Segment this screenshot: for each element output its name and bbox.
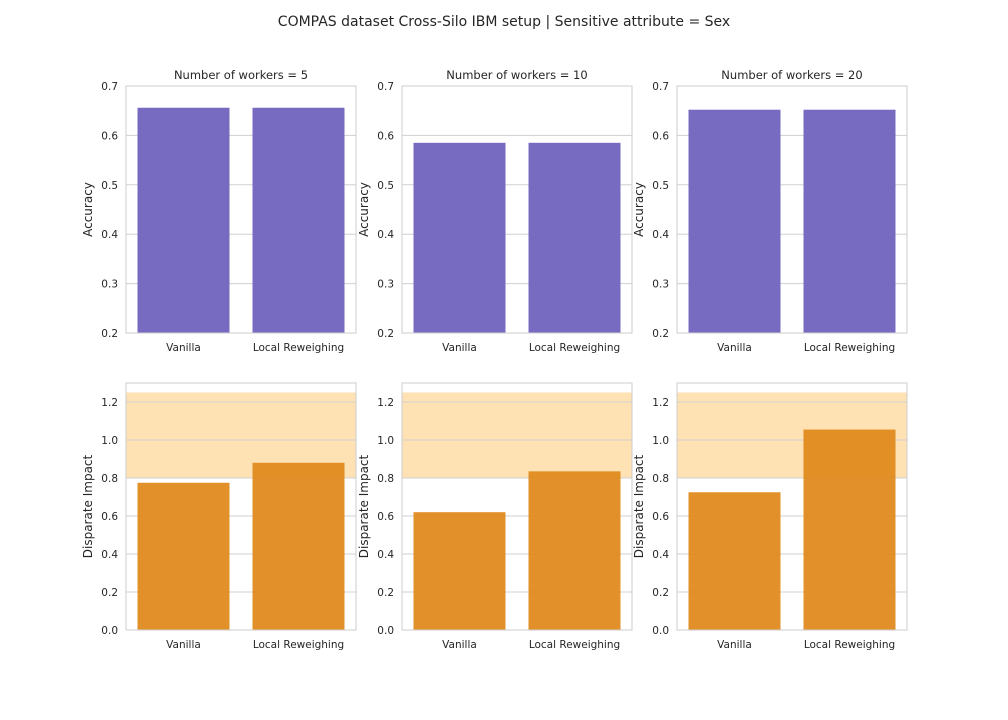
fair-range-band (402, 392, 632, 478)
axes-frame (676, 382, 908, 631)
x-tick-label: Vanilla (166, 342, 201, 354)
bar-local-reweighing (803, 109, 896, 333)
y-tick-label: 0.4 (101, 549, 118, 561)
y-tick-label: 1.0 (652, 435, 669, 447)
y-axis-label: Accuracy (81, 182, 95, 237)
bar-local-reweighing (528, 142, 621, 333)
subplot-1-2: 0.0 0.2 0.4 0.6 0.8 1.0 1.2 Vanilla Local Reweig… (632, 382, 908, 651)
y-tick-label: 0.6 (101, 130, 118, 142)
bar-vanilla (688, 109, 781, 333)
subplot-0-2: 0.2 0.3 0.4 0.5 0.6 0.7 Vanilla Local Reweighin… (632, 68, 908, 354)
y-tick-label: 0.2 (652, 328, 669, 340)
y-tick-label: 0.4 (652, 549, 669, 561)
subplot-title: Number of workers = 10 (446, 68, 587, 82)
y-axis-label: Disparate Impact (357, 454, 371, 558)
y-tick-label: 0.5 (377, 180, 394, 192)
x-tick-label: Local Reweighing (253, 342, 344, 354)
subplot-title: Number of workers = 20 (721, 68, 862, 82)
y-tick-label: 0.7 (101, 81, 118, 93)
axes-frame (676, 85, 908, 334)
y-tick-label: 1.2 (652, 397, 669, 409)
y-tick-label: 0.4 (101, 229, 118, 241)
y-tick-label: 0.0 (652, 625, 669, 637)
bar-vanilla (413, 142, 506, 333)
y-tick-label: 0.0 (101, 625, 118, 637)
y-tick-label: 0.3 (101, 279, 118, 291)
y-tick-label: 0.3 (377, 279, 394, 291)
y-tick-label: 1.2 (101, 397, 118, 409)
x-tick-label: Local Reweighing (529, 342, 620, 354)
y-tick-label: 0.8 (652, 473, 669, 485)
y-axis-label: Disparate Impact (632, 454, 646, 558)
y-tick-label: 0.2 (652, 587, 669, 599)
x-tick-label: Vanilla (717, 639, 752, 651)
figure-title: COMPAS dataset Cross-Silo IBM setup | Se… (278, 14, 730, 30)
bar-local-reweighing (252, 107, 345, 334)
subplot-1-1: 0.0 0.2 0.4 0.6 0.8 1.0 1.2 Vanilla Local Reweig… (357, 382, 633, 651)
subplot-title: Number of workers = 5 (174, 68, 308, 82)
y-tick-label: 0.6 (101, 511, 118, 523)
y-tick-label: 0.6 (377, 511, 394, 523)
y-tick-label: 0.7 (377, 81, 394, 93)
axes-frame (401, 85, 633, 334)
y-axis-label: Accuracy (632, 182, 646, 237)
y-tick-label: 0.6 (652, 130, 669, 142)
y-tick-label: 0.2 (377, 587, 394, 599)
y-axis-label: Accuracy (357, 182, 371, 237)
axes-frame (125, 85, 357, 334)
y-tick-label: 1.0 (377, 435, 394, 447)
y-tick-label: 0.6 (377, 130, 394, 142)
y-tick-label: 0.5 (101, 180, 118, 192)
bar-vanilla (137, 482, 230, 630)
y-tick-label: 0.2 (377, 328, 394, 340)
subplot-0-0: 0.2 0.3 0.4 0.5 0.6 0.7 Vanilla Local Reweighin… (81, 68, 357, 354)
y-tick-label: 0.5 (652, 180, 669, 192)
y-tick-label: 0.8 (101, 473, 118, 485)
y-axis-label: Disparate Impact (81, 454, 95, 558)
bar-local-reweighing (803, 429, 896, 630)
x-tick-label: Vanilla (442, 342, 477, 354)
y-tick-label: 0.2 (101, 587, 118, 599)
axes-frame (125, 382, 357, 631)
subplot-1-0: 0.0 0.2 0.4 0.6 0.8 1.0 1.2 Vanilla Local Reweig… (81, 382, 357, 651)
x-tick-label: Local Reweighing (804, 639, 895, 651)
y-tick-label: 0.4 (377, 229, 394, 241)
y-tick-label: 0.4 (377, 549, 394, 561)
bar-local-reweighing (528, 471, 621, 630)
x-tick-label: Local Reweighing (804, 342, 895, 354)
y-tick-label: 0.2 (101, 328, 118, 340)
x-tick-label: Local Reweighing (253, 639, 344, 651)
y-tick-label: 0.3 (652, 279, 669, 291)
bar-vanilla (688, 492, 781, 630)
x-tick-label: Vanilla (442, 639, 477, 651)
y-tick-label: 0.0 (377, 625, 394, 637)
bar-vanilla (413, 512, 506, 630)
bar-vanilla (137, 107, 230, 334)
y-tick-label: 1.2 (377, 397, 394, 409)
y-tick-label: 0.7 (652, 81, 669, 93)
y-tick-label: 0.6 (652, 511, 669, 523)
subplot-0-1: 0.2 0.3 0.4 0.5 0.6 0.7 Vanilla Local Reweighin… (357, 68, 633, 354)
bar-local-reweighing (252, 462, 345, 630)
x-tick-label: Vanilla (166, 639, 201, 651)
y-tick-label: 0.4 (652, 229, 669, 241)
y-tick-label: 1.0 (101, 435, 118, 447)
panels: 0.2 0.3 0.4 0.5 0.6 0.7 Vanilla Local Reweighin… (81, 68, 908, 651)
axes-frame (401, 382, 633, 631)
x-tick-label: Local Reweighing (529, 639, 620, 651)
y-tick-label: 0.8 (377, 473, 394, 485)
x-tick-label: Vanilla (717, 342, 752, 354)
